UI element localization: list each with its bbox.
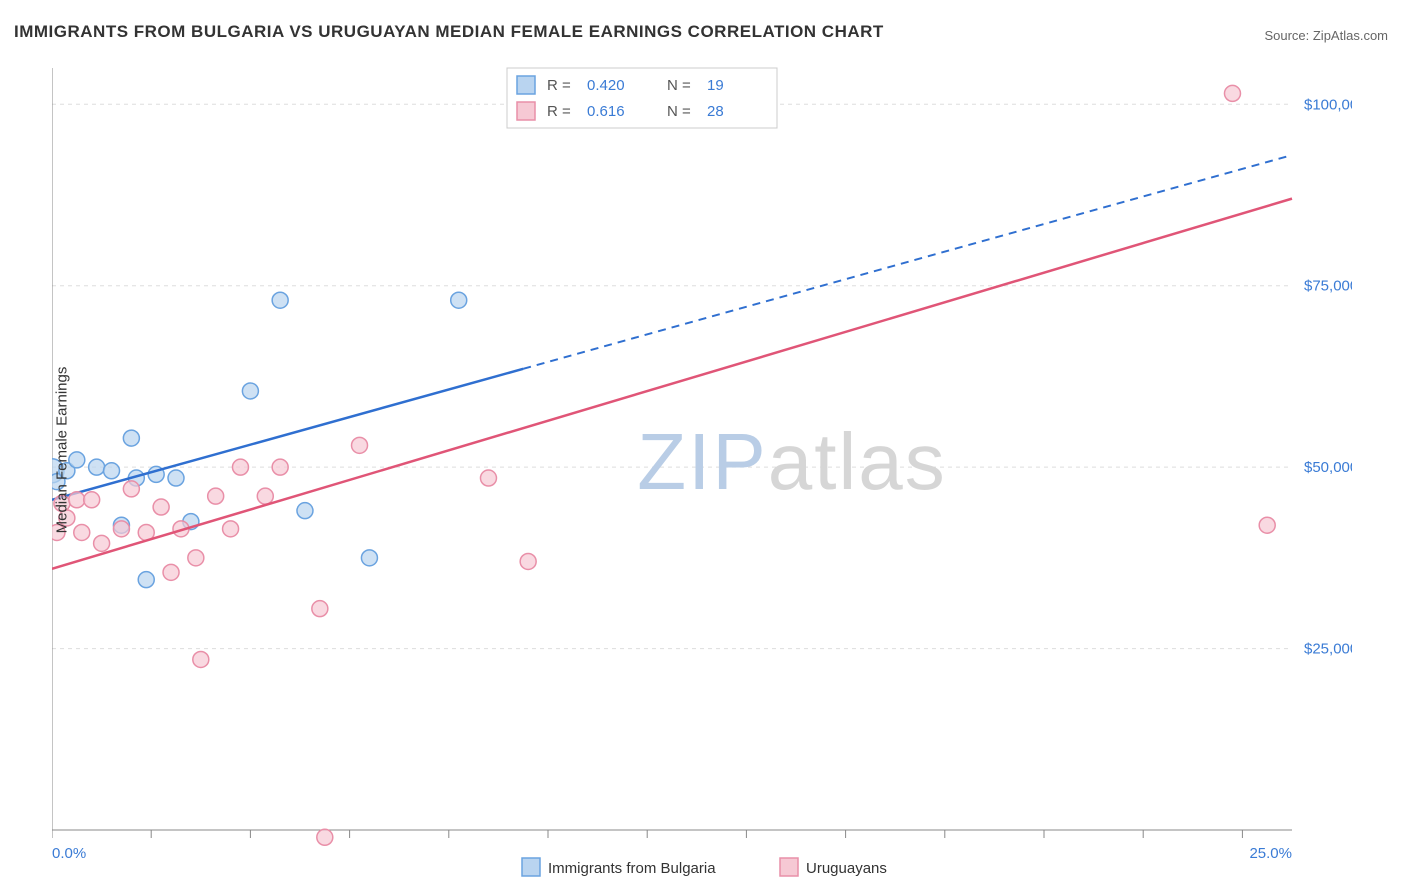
x-tick-label-right: 25.0% [1249,845,1292,862]
data-point-uruguay [480,470,496,486]
data-point-uruguay [153,499,169,515]
data-point-uruguay [113,521,129,537]
data-point-uruguay [1224,85,1240,101]
legend-n-value: 19 [707,77,724,94]
legend-r-value: 0.420 [587,77,625,94]
legend-r-value: 0.616 [587,103,625,120]
chart-title: IMMIGRANTS FROM BULGARIA VS URUGUAYAN ME… [14,22,884,42]
legend-n-value: 28 [707,103,724,120]
source-label: Source: ZipAtlas.com [1264,28,1388,43]
data-point-bulgaria [168,470,184,486]
chart-svg: $25,000 $50,000 $75,000 $100,000 ZIPatlas 0.0… [52,50,1352,880]
x-tick-label-left: 0.0% [52,845,86,862]
data-point-bulgaria [242,383,258,399]
data-point-uruguay [123,481,139,497]
data-point-bulgaria [272,292,288,308]
trendline-dashed-bulgaria [523,155,1292,369]
y-tick-label: $25,000 [1304,641,1352,658]
bottom-legend-swatch-bulgaria [522,858,540,876]
y-tick-label: $100,000 [1304,96,1352,113]
plot-area: Median Female Earnings $25,000 $50,000 $75… [52,50,1352,850]
legend-swatch-bulgaria [517,76,535,94]
watermark: ZIPatlas [637,417,946,506]
legend-top: R = 0.420 N = 19 R = 0.616 N = 28 [507,68,777,128]
data-point-uruguay [520,553,536,569]
data-point-bulgaria [361,550,377,566]
data-point-bulgaria [89,459,105,475]
chart-container: IMMIGRANTS FROM BULGARIA VS URUGUAYAN ME… [0,0,1406,892]
data-point-bulgaria [297,503,313,519]
legend-swatch-uruguay [517,102,535,120]
y-tick-label: $50,000 [1304,459,1352,476]
data-point-bulgaria [138,572,154,588]
data-point-uruguay [84,492,100,508]
data-point-bulgaria [104,463,120,479]
data-point-uruguay [188,550,204,566]
data-point-uruguay [317,829,333,845]
data-point-uruguay [69,492,85,508]
bottom-legend-label-bulgaria: Immigrants from Bulgaria [548,860,716,877]
trendline-bulgaria [52,369,523,500]
data-point-bulgaria [69,452,85,468]
data-point-uruguay [94,535,110,551]
trendline-uruguay [52,199,1292,569]
data-point-uruguay [312,601,328,617]
legend-n-label: N = [667,77,691,94]
data-point-uruguay [257,488,273,504]
data-point-uruguay [193,651,209,667]
legend-n-label: N = [667,103,691,120]
data-point-uruguay [163,564,179,580]
data-point-uruguay [232,459,248,475]
data-point-uruguay [272,459,288,475]
data-point-uruguay [74,524,90,540]
data-point-uruguay [208,488,224,504]
data-point-bulgaria [451,292,467,308]
data-point-uruguay [352,437,368,453]
data-point-uruguay [223,521,239,537]
legend-r-label: R = [547,77,571,94]
data-point-bulgaria [123,430,139,446]
y-axis-label: Median Female Earnings [54,367,71,534]
bottom-legend-label-uruguay: Uruguayans [806,860,887,877]
y-tick-label: $75,000 [1304,278,1352,295]
bottom-legend-swatch-uruguay [780,858,798,876]
legend-r-label: R = [547,103,571,120]
data-point-uruguay [1259,517,1275,533]
